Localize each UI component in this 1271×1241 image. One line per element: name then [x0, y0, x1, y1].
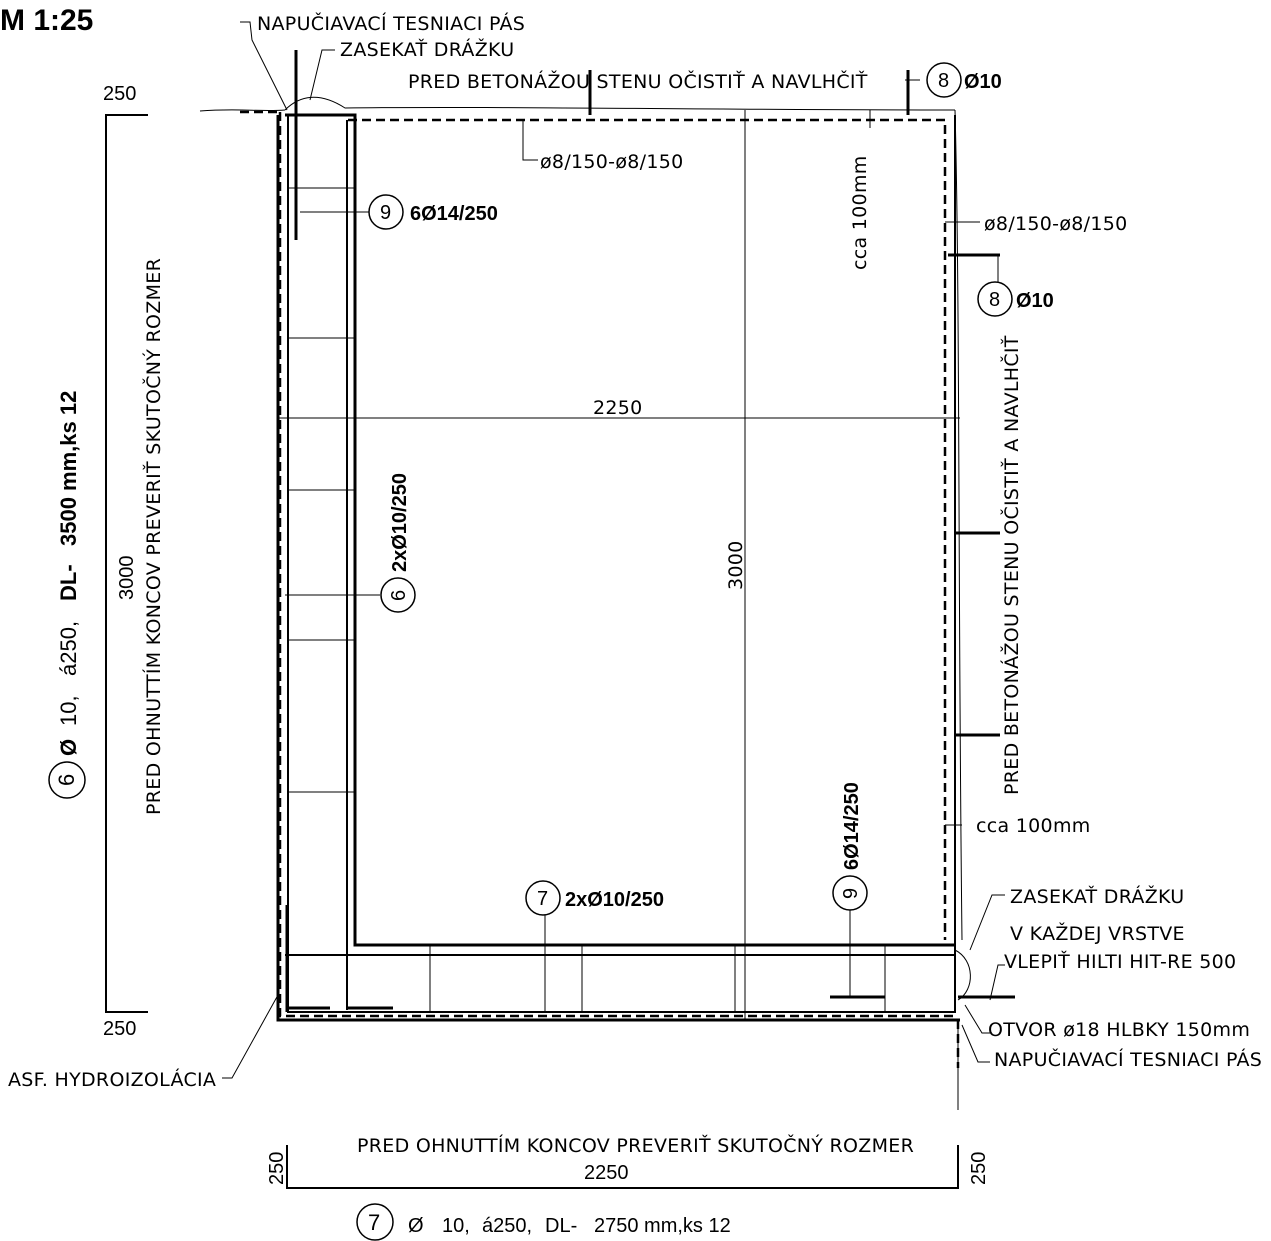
- label-cca-top: cca 100mm: [849, 155, 871, 270]
- leader-zasekat-top: [309, 49, 335, 101]
- leader-otvor: [964, 1004, 990, 1034]
- leader-napuc-top: [240, 21, 288, 111]
- label-zasekat-right-2: V KAŽDEJ VRSTVE: [1010, 922, 1185, 945]
- label-otvor: OTVOR ø18 HLBKY 150mm: [988, 1019, 1250, 1041]
- leader-hilti: [989, 964, 1005, 1001]
- bar7-dl: DL-: [545, 1215, 577, 1237]
- mark-9-top-circle: [368, 194, 404, 230]
- bar6-bottom-250: 250: [103, 1018, 136, 1040]
- inner-dashed-layer: [348, 118, 947, 940]
- mark-9-bottom: 9: [840, 888, 862, 899]
- leader-asf: [222, 994, 279, 1079]
- mark-6-circle: [380, 577, 416, 613]
- waterproofing-dashed: [278, 112, 955, 1018]
- bar7-right-250: 250: [968, 1152, 990, 1185]
- bar6-length-3000: 3000: [116, 556, 138, 601]
- mark-9-top: 9: [380, 202, 391, 224]
- mark-8-top-circle: [926, 62, 962, 98]
- mark-8-right-label: Ø10: [1016, 290, 1054, 312]
- mark-8-top: 8: [938, 70, 949, 92]
- mark-9-bottom-label: 6Ø14/250: [841, 782, 863, 870]
- label-napuc-top: NAPUČIAVACÍ TESNIACI PÁS: [257, 11, 525, 35]
- bar6-spacing: á250,: [56, 621, 81, 676]
- label-pred-ohnut-left: PRED OHNUTTÍM KONCOV PREVERIŤ SKUTOČNÝ R…: [141, 258, 165, 815]
- label-pred-beton-top: PRED BETONÁŽOU STENU OČISTIŤ A NAVLHČIŤ: [408, 69, 868, 93]
- width-dim: 2250: [593, 397, 643, 419]
- label-hilti: VLEPIŤ HILTI HIT-RE 500: [1004, 950, 1236, 973]
- bar6-spec: 6 Ø 10, á250, DL- 3500 mm,ks 12: [54, 391, 81, 786]
- bar6-shape: [105, 114, 148, 1013]
- label-bars-top: ø8/150-ø8/150: [540, 151, 684, 173]
- height-dim: 3000: [725, 540, 747, 590]
- outer-wall-inner: [287, 115, 956, 1013]
- mark-7-circle: [525, 880, 561, 916]
- top-surface-line: [284, 96, 956, 111]
- label-pred-ohnut-bottom: PRED OHNUTTÍM KONCOV PREVERIŤ SKUTOČNÝ R…: [357, 1133, 914, 1157]
- mark-8-top-label: Ø10: [964, 71, 1002, 93]
- outer-wall: [276, 115, 960, 1022]
- inner-wall-line: [285, 113, 955, 947]
- label-asf: ASF. HYDROIZOLÁCIA: [8, 1068, 216, 1091]
- label-bars-right: ø8/150-ø8/150: [984, 213, 1128, 235]
- bar7-left-250: 250: [266, 1152, 288, 1185]
- leader-bars-top: [522, 120, 538, 161]
- mark-9-bottom-circle: [832, 875, 868, 911]
- bar7-spacing: á250,: [482, 1215, 532, 1237]
- leader-zasekat-right: [969, 894, 1005, 951]
- mark-8-right: 8: [989, 289, 1000, 311]
- scale-title: M 1:25: [0, 4, 93, 37]
- right-surface: [954, 109, 963, 941]
- mark-7: 7: [537, 888, 548, 910]
- label-pred-beton-right: PRED BETONÁŽOU STENU OČISTIŤ A NAVLHČIŤ: [999, 335, 1023, 795]
- bottom-stirrups: [429, 945, 886, 1012]
- mark-6-label: 2xØ10/250: [389, 473, 411, 572]
- bar7-mark-circle: [356, 1203, 394, 1241]
- label-zasekat-right-1: ZASEKAŤ DRÁŽKU: [1010, 885, 1185, 908]
- mark-7-label: 2xØ10/250: [565, 889, 664, 911]
- label-zasekat-top: ZASEKAŤ DRÁŽKU: [340, 38, 515, 61]
- bar6-top-250: 250: [103, 83, 136, 105]
- bar7-spec-a: 10,: [442, 1215, 470, 1237]
- ground-line-left: [199, 109, 286, 112]
- bar6-mark-circle: [48, 761, 86, 799]
- left-stirrups: [288, 187, 355, 793]
- bar6-mark: 6: [54, 774, 79, 786]
- bar7-length-2250: 2250: [584, 1162, 629, 1184]
- mark-8-right-circle: [977, 281, 1013, 317]
- mark-6: 6: [388, 590, 410, 601]
- bar7-diameter: Ø: [408, 1215, 424, 1237]
- bar6-dl: DL-: [56, 564, 81, 601]
- label-cca-right: cca 100mm: [976, 815, 1091, 837]
- label-napuc-right: NAPUČIAVACÍ TESNIACI PÁS: [994, 1047, 1262, 1071]
- bar6-length: 3500 mm,ks 12: [56, 391, 81, 546]
- bar7-length: 2750 mm,ks 12: [594, 1215, 731, 1237]
- bar7-shape: [286, 1145, 959, 1189]
- bar7-mark: 7: [368, 1210, 380, 1235]
- leader-napuc-right: [961, 1024, 990, 1063]
- groove-arc: [954, 949, 971, 1001]
- mark-9-top-label: 6Ø14/250: [410, 203, 498, 225]
- bar6-spec-a: 10,: [56, 695, 81, 726]
- bar6-diameter: Ø: [56, 739, 81, 756]
